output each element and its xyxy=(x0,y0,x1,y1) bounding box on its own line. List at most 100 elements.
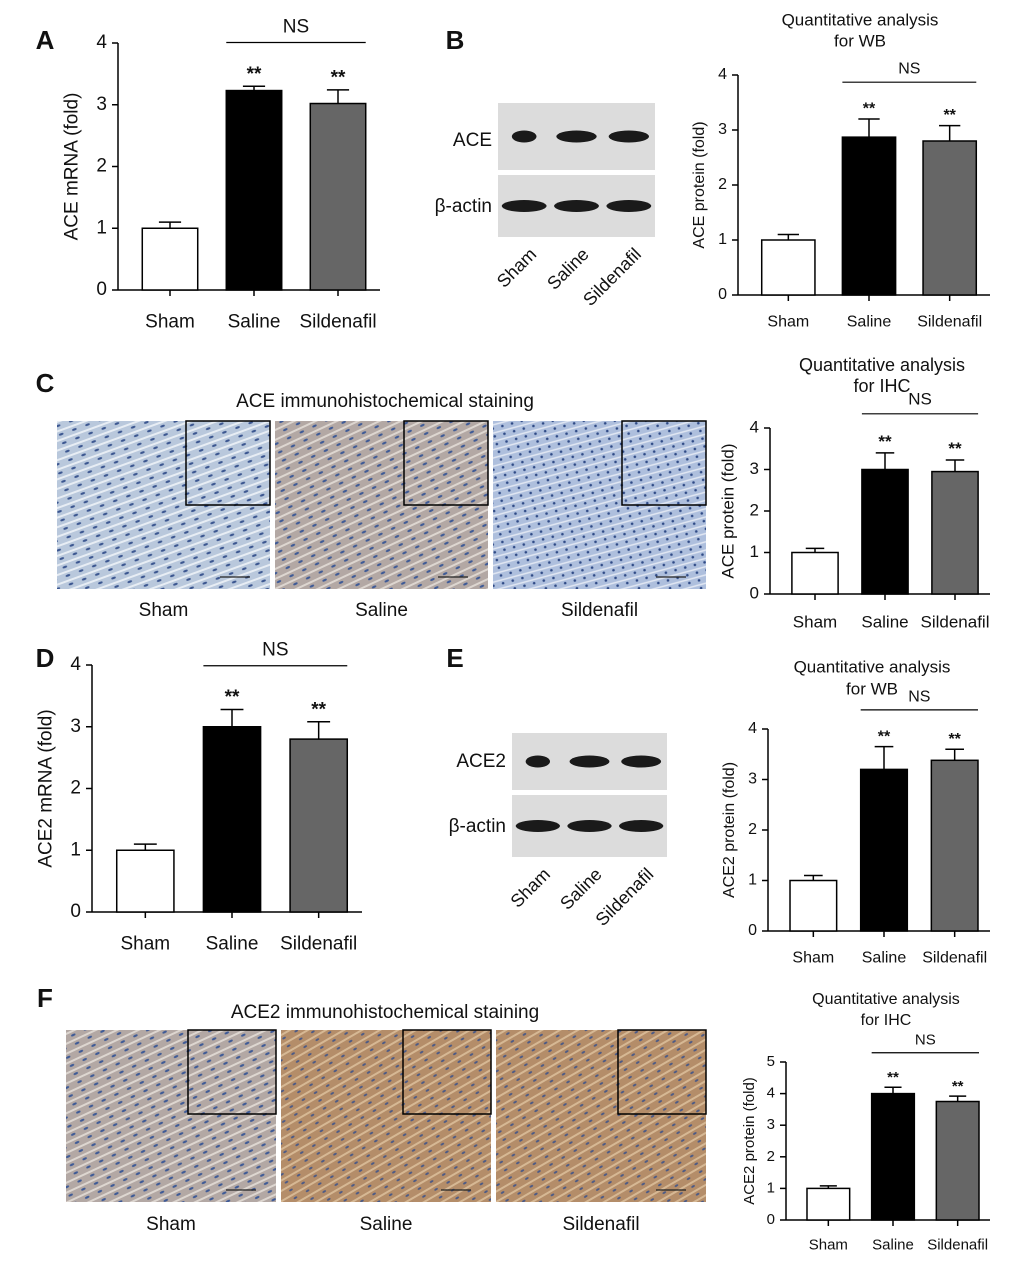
blot-band xyxy=(606,200,652,212)
y-tick-label: 2 xyxy=(718,176,727,193)
blot-band xyxy=(525,755,551,768)
staining-title: ACE immunohistochemical staining xyxy=(236,391,534,412)
staining-caption: Saline xyxy=(355,600,408,621)
y-tick-label: 4 xyxy=(750,417,759,436)
y-tick-label: 1 xyxy=(748,872,757,889)
blot-lane-label: Saline xyxy=(556,864,606,914)
y-tick-label: 3 xyxy=(70,716,81,737)
x-tick-label: Sham xyxy=(121,933,171,954)
bar xyxy=(922,140,978,296)
micrograph-inset xyxy=(403,420,489,506)
y-tick-label: 4 xyxy=(70,654,81,675)
x-tick-label: Saline xyxy=(862,949,907,966)
staining-caption: Sham xyxy=(146,1214,196,1235)
bracket-label: NS xyxy=(898,61,920,78)
blot-lane-label: Sham xyxy=(507,864,554,911)
significance: ** xyxy=(948,439,962,458)
staining-caption: Saline xyxy=(360,1214,413,1235)
bar xyxy=(930,759,979,932)
x-tick-label: Sham xyxy=(793,612,837,631)
chart-title: Quantitative analysis xyxy=(799,355,965,375)
x-tick-label: Saline xyxy=(861,612,908,631)
bar xyxy=(115,849,175,913)
panel-label: B xyxy=(446,25,465,55)
micrograph-inset xyxy=(402,1029,492,1115)
x-tick-label: Saline xyxy=(206,933,259,954)
panel-label: F xyxy=(37,983,53,1013)
x-tick-label: Saline xyxy=(228,311,281,332)
blot-band xyxy=(554,200,599,212)
bar xyxy=(861,468,909,595)
x-tick-label: Sildenafil xyxy=(927,1236,988,1253)
blot-lane-label: Sildenafil xyxy=(579,244,645,310)
blot-row-label: β-actin xyxy=(435,196,492,217)
x-tick-label: Sham xyxy=(767,313,809,330)
panel-label: C xyxy=(36,368,55,398)
y-tick-label: 4 xyxy=(718,66,727,83)
bar xyxy=(841,136,897,296)
bracket-label: NS xyxy=(262,640,288,661)
y-axis-label: ACE2 mRNA (fold) xyxy=(35,709,56,867)
staining-caption: Sildenafil xyxy=(562,1214,639,1235)
y-tick-label: 3 xyxy=(748,771,757,788)
significance: ** xyxy=(887,1069,899,1086)
panel-label: E xyxy=(446,643,463,673)
x-tick-label: Sildenafil xyxy=(922,949,987,966)
blot-band xyxy=(608,130,650,143)
bar xyxy=(791,551,839,595)
y-axis-label: ACE protein (fold) xyxy=(691,121,708,248)
bracket-label: NS xyxy=(908,688,930,705)
y-axis-label: ACE2 protein (fold) xyxy=(741,1077,758,1205)
y-tick-label: 0 xyxy=(748,922,757,939)
y-tick-label: 2 xyxy=(96,156,107,177)
x-tick-label: Sildenafil xyxy=(917,313,982,330)
y-tick-label: 3 xyxy=(96,94,107,115)
micrograph-inset xyxy=(621,420,707,506)
x-tick-label: Saline xyxy=(872,1236,914,1253)
bar xyxy=(309,102,367,291)
significance: ** xyxy=(943,107,956,124)
bar xyxy=(289,738,349,913)
significance: ** xyxy=(863,101,876,118)
y-tick-label: 2 xyxy=(748,821,757,838)
chart-title: Quantitative analysis xyxy=(782,10,939,29)
x-tick-label: Sham xyxy=(809,1236,848,1253)
blot-band xyxy=(621,755,662,768)
y-tick-label: 3 xyxy=(718,121,727,138)
y-tick-label: 4 xyxy=(96,32,107,53)
y-tick-label: 4 xyxy=(748,720,757,737)
blot-lane-label: Sham xyxy=(493,244,540,291)
y-tick-label: 0 xyxy=(767,1211,775,1228)
significance: ** xyxy=(878,432,892,451)
blot-band xyxy=(556,130,597,143)
y-tick-label: 5 xyxy=(767,1053,775,1070)
significance: ** xyxy=(948,731,961,748)
bar xyxy=(935,1100,980,1221)
y-axis-label: ACE mRNA (fold) xyxy=(61,93,82,241)
y-tick-label: 2 xyxy=(70,778,81,799)
y-tick-label: 3 xyxy=(750,459,759,478)
y-tick-label: 2 xyxy=(767,1148,775,1165)
y-tick-label: 1 xyxy=(767,1179,775,1196)
micrograph-inset xyxy=(185,420,271,506)
staining-title: ACE2 immunohistochemical staining xyxy=(231,1002,539,1023)
bar xyxy=(141,227,199,291)
blot-band xyxy=(501,200,547,212)
significance: ** xyxy=(952,1078,964,1095)
significance: ** xyxy=(331,68,346,89)
bar xyxy=(202,726,262,913)
chart-title: for IHC xyxy=(853,376,910,396)
significance: ** xyxy=(878,728,891,745)
y-tick-label: 1 xyxy=(750,542,759,561)
y-tick-label: 2 xyxy=(750,500,759,519)
blot-lane-label: Saline xyxy=(543,244,593,294)
blot-row-label: ACE xyxy=(453,130,492,151)
blot-band xyxy=(567,820,612,832)
micrograph-inset xyxy=(617,1029,707,1115)
chart-title: for WB xyxy=(846,679,898,698)
y-tick-label: 0 xyxy=(70,901,81,922)
blot-band xyxy=(511,130,537,143)
bar xyxy=(789,879,838,932)
significance: ** xyxy=(311,699,326,720)
